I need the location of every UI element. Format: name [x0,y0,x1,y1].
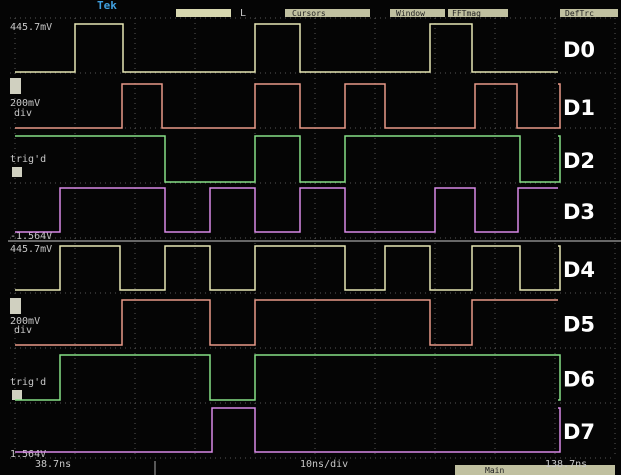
trigger-icon [12,390,22,400]
menu-item[interactable]: Window [396,9,425,18]
channel-label: D4 [563,258,595,282]
channel-label: D3 [563,200,595,224]
status: Main [485,466,504,475]
scale-icon [10,78,21,94]
trigger-icon [12,167,22,177]
status-box [455,465,615,475]
timebase: 10ns/div [300,459,348,470]
channel-label: D6 [563,368,595,392]
top-level: 445.7mV [10,22,52,33]
menu-item[interactable]: Cursors [292,9,326,18]
channel-label: D7 [563,420,595,444]
scope-screen: Tek L Cursors Window FFTmag DefTrc 445.7… [0,0,621,475]
menu-item[interactable]: FFTmag [452,9,481,18]
menu-box [176,9,231,17]
scale-icon [10,298,21,314]
scale-unit: div [14,325,32,336]
timebase-mode: L [240,8,246,19]
top-level: 445.7mV [10,244,52,255]
scale-unit: div [14,108,32,119]
right-time: 138.7ns [545,459,587,470]
trigger-status: trig'd [10,377,46,388]
channel-label: D1 [563,96,595,120]
logo: Tek [97,0,117,12]
channel-label: D2 [563,149,595,173]
trigger-status: trig'd [10,154,46,165]
channel-label: D0 [563,38,595,62]
left-time: 38.7ns [35,459,71,470]
menu-item[interactable]: DefTrc [565,9,594,18]
channel-label: D5 [563,313,595,337]
